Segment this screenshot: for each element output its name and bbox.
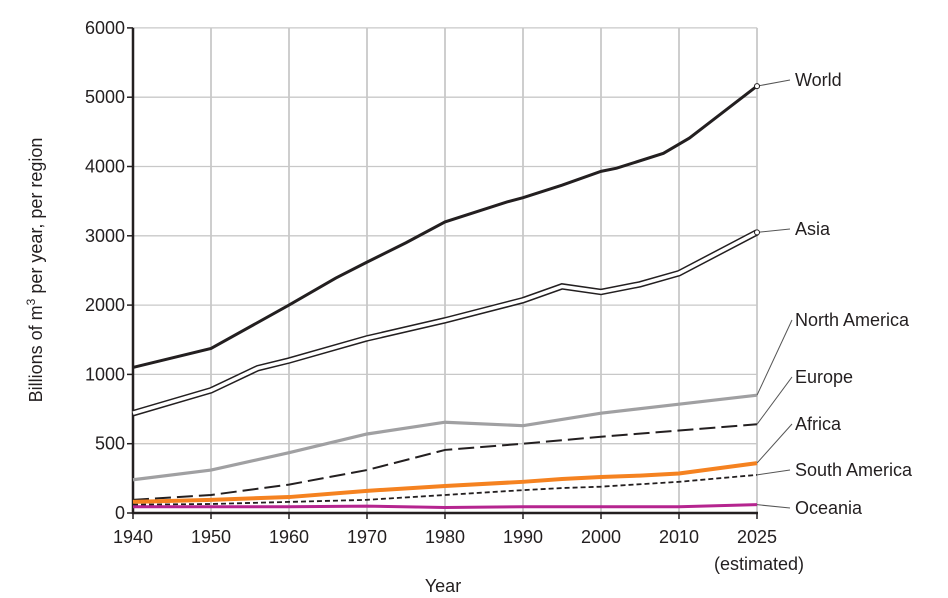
y-tick-label: 1000 — [85, 364, 125, 384]
series-asia-line-inner — [132, 230, 758, 415]
series-europe-line — [132, 423, 758, 501]
series-north-america-line — [132, 393, 758, 482]
series-south-america-line — [132, 473, 758, 506]
legend-label: Europe — [795, 367, 853, 387]
x-tick-label: 1970 — [347, 527, 387, 547]
y-tick-label: 6000 — [85, 18, 125, 38]
leader-line — [756, 228, 791, 233]
legend-label: North America — [795, 310, 910, 330]
leader-line — [756, 504, 791, 509]
leader-line — [756, 376, 793, 425]
y-tick-label: 5000 — [85, 87, 125, 107]
legend-label: South America — [795, 460, 913, 480]
y-axis-label: Billions of m3 per year, per region — [24, 138, 46, 403]
y-tick-label: 0 — [115, 503, 125, 523]
series-africa-line — [132, 461, 758, 504]
legend-label: Africa — [795, 414, 842, 434]
y-tick-label: 500 — [95, 434, 125, 454]
legend-label: World — [795, 70, 842, 90]
x-axis-label: Year — [425, 576, 461, 596]
leader-line — [756, 79, 791, 87]
x-tick-label: 1960 — [269, 527, 309, 547]
series-world-line — [132, 84, 758, 369]
x-tick-label: 1990 — [503, 527, 543, 547]
leader-line — [756, 319, 793, 396]
x-tick-label: 2000 — [581, 527, 621, 547]
legend-label: Asia — [795, 219, 831, 239]
x-tick-label: 1940 — [113, 527, 153, 547]
x-note: (estimated) — [714, 554, 804, 574]
series-oceania-line — [133, 503, 758, 509]
x-tick-label: 1950 — [191, 527, 231, 547]
endpoint-marker — [754, 83, 760, 90]
x-tick-label: 1980 — [425, 527, 465, 547]
x-tick-label: 2025 — [737, 527, 777, 547]
endpoint-marker — [754, 229, 760, 236]
y-tick-label: 4000 — [85, 157, 125, 177]
leader-line — [756, 469, 791, 476]
x-tick-label: 2010 — [659, 527, 699, 547]
y-tick-label: 3000 — [85, 226, 125, 246]
y-tick-label: 2000 — [85, 295, 125, 315]
legend-label: Oceania — [795, 498, 863, 518]
leader-line — [756, 423, 793, 464]
